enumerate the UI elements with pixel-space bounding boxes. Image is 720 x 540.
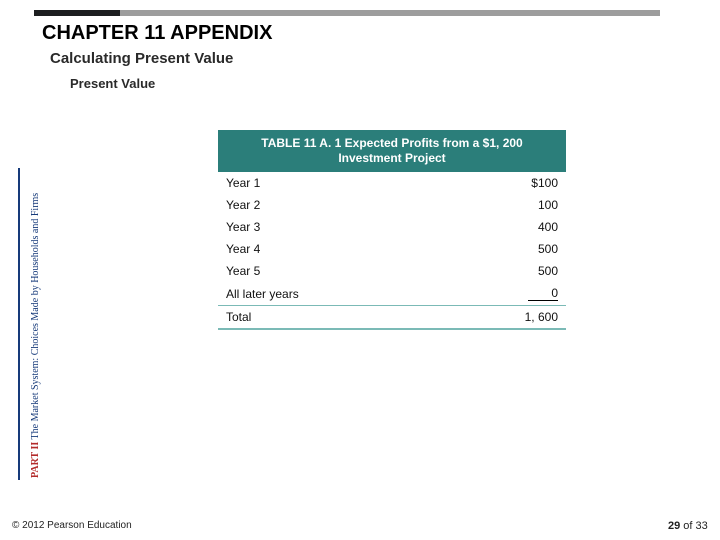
table-body: Year 1 $100 Year 2 100 Year 3 400 Year 4… [218,172,566,329]
chapter-title: CHAPTER 11 APPENDIX [42,22,272,45]
top-rule-grey [120,10,660,16]
table-cell-value: $100 [442,172,566,194]
table-header-line1: TABLE 11 A. 1 Expected Profits from a $1… [261,136,522,150]
page-total: 33 [696,520,708,532]
table-row: Year 3 400 [218,216,566,238]
table-row: Year 1 $100 [218,172,566,194]
table-row-total: Total 1, 600 [218,306,566,329]
table-cell-value: 100 [442,194,566,216]
side-label-part: PART II [30,442,41,478]
table-cell-label: Year 2 [218,194,442,216]
page-current: 29 [668,520,680,532]
page-sep: of [680,520,695,532]
table-cell-label: Year 3 [218,216,442,238]
section-title: Calculating Present Value [50,50,233,67]
table-cell-value: 0 [442,282,566,306]
table-cell-label: Total [218,306,442,329]
table-cell-label: All later years [218,282,442,306]
table-row: All later years 0 [218,282,566,306]
page-number: 29 of 33 [668,520,708,532]
table-cell-value: 400 [442,216,566,238]
table-header-line2: Investment Project [338,151,445,165]
top-rule-dark [34,10,120,16]
table-cell-value: 500 [442,260,566,282]
side-label-rest: The Market System: Choices Made by House… [30,193,41,442]
table-row: Year 5 500 [218,260,566,282]
sub-title: Present Value [70,76,155,91]
table-row: Year 2 100 [218,194,566,216]
table-cell-label: Year 4 [218,238,442,260]
table-cell-label: Year 5 [218,260,442,282]
table-cell-label: Year 1 [218,172,442,194]
profits-table: TABLE 11 A. 1 Expected Profits from a $1… [218,130,566,330]
table-bottom-rule2 [218,329,566,330]
table-cell-value: 500 [442,238,566,260]
side-label: PART II The Market System: Choices Made … [30,193,41,478]
side-bar [18,168,20,480]
copyright: © 2012 Pearson Education [12,520,132,531]
table-header: TABLE 11 A. 1 Expected Profits from a $1… [218,130,566,172]
table-row: Year 4 500 [218,238,566,260]
table-cell-value: 1, 600 [442,306,566,329]
